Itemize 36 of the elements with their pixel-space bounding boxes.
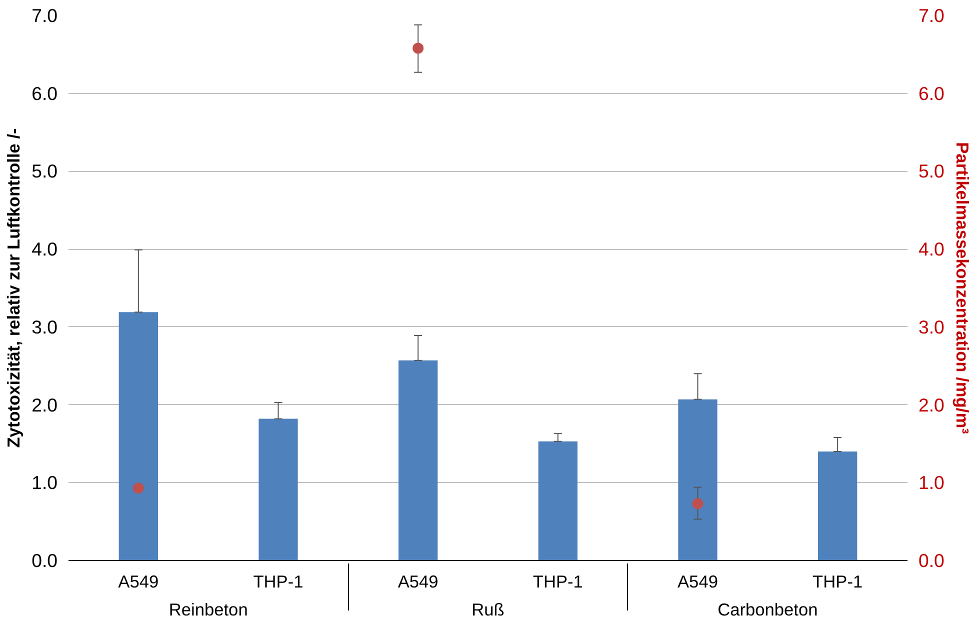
bar bbox=[118, 312, 158, 560]
bar bbox=[818, 452, 858, 560]
point bbox=[412, 42, 424, 54]
bar bbox=[678, 399, 718, 560]
y-tick-label: 2.0 bbox=[32, 394, 58, 416]
y-tick-label: 3.0 bbox=[32, 316, 58, 338]
y-tick-label: 0.0 bbox=[32, 550, 58, 571]
point bbox=[132, 482, 144, 494]
y-tick-label: 1.0 bbox=[32, 472, 58, 494]
x-tick-label: A549 bbox=[118, 572, 159, 592]
y2-tick-label: 6.0 bbox=[918, 82, 944, 104]
x-tick-label: THP-1 bbox=[253, 572, 304, 592]
y2-tick-label: 7.0 bbox=[918, 5, 944, 26]
bar bbox=[398, 360, 438, 560]
x-tick-label: A549 bbox=[398, 572, 438, 592]
y-tick-label: 6.0 bbox=[32, 82, 58, 104]
text: Reinbeton bbox=[168, 600, 248, 620]
y2-tick-label: 1.0 bbox=[918, 472, 944, 494]
y-tick-label: 4.0 bbox=[32, 238, 58, 260]
bar bbox=[258, 418, 298, 560]
point bbox=[692, 498, 704, 510]
y2-tick-label: 2.0 bbox=[918, 394, 944, 416]
x-tick-label: THP-1 bbox=[812, 572, 863, 592]
y2-tick-label: 4.0 bbox=[918, 238, 944, 260]
x-tick-label: A549 bbox=[678, 572, 718, 592]
y2-axis-title: Partikelmassekonzentration /mg/m³ bbox=[952, 142, 972, 434]
text: Carbonbeton bbox=[718, 600, 818, 620]
x-tick-label: THP-1 bbox=[532, 572, 583, 592]
y2-tick-label: 3.0 bbox=[918, 316, 944, 338]
y-tick-label: 5.0 bbox=[32, 160, 58, 182]
y-axis-title: Zytotoxizität, relativ zur Luftkontrolle /- bbox=[4, 128, 24, 448]
y-tick-label: 7.0 bbox=[32, 5, 58, 26]
text: Ruß bbox=[472, 600, 504, 620]
y2-tick-label: 0.0 bbox=[918, 550, 944, 571]
bar bbox=[538, 441, 578, 560]
y2-tick-label: 5.0 bbox=[918, 160, 944, 182]
